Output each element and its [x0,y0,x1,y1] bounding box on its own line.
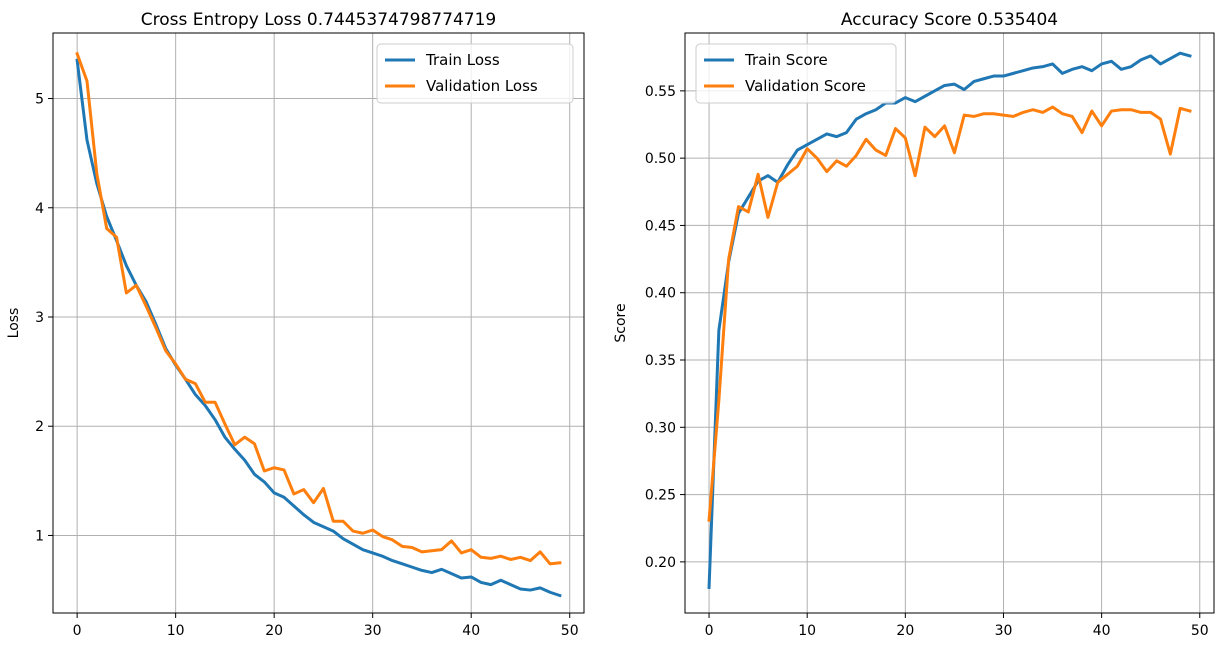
legend-label: Train Score [744,51,828,69]
legend-label: Validation Score [745,77,866,95]
x-tick-label: 10 [798,623,816,639]
x-tick-label: 40 [1093,623,1111,639]
y-tick-label: 3 [35,310,44,326]
series-line-train [75,58,562,598]
x-tick-label: 40 [462,623,480,639]
y-tick-label: 0.45 [645,218,676,234]
y-axis-label: Loss [6,308,22,339]
y-tick-label: 0.35 [645,353,676,369]
y-tick-label: 2 [35,419,44,435]
x-tick-label: 30 [364,623,382,639]
series-line-validation [75,51,562,566]
y-tick-label: 1 [35,528,44,544]
x-tick-label: 10 [167,623,185,639]
legend-box [695,43,897,104]
legend-label: Validation Loss [426,77,538,95]
y-tick-label: 0.25 [645,488,676,504]
legend: Train Loss Validation Loss [376,43,574,104]
legend-label: Train Loss [425,51,500,69]
y-tick-label: 4 [35,201,44,217]
y-tick-label: 0.30 [645,420,676,436]
series-line-validation [707,105,1192,522]
legend: Train Score Validation Score [695,43,897,104]
chart-title: Cross Entropy Loss 0.7445374798774719 [141,10,496,30]
x-tick-label: 0 [705,623,714,639]
x-tick-label: 50 [1191,623,1209,639]
legend-box [376,43,574,104]
series-line-train [707,51,1192,589]
accuracy-chart: 0 10 20 30 40 50 0.20 0.25 0.30 0.35 0.40 0.45 0.50 0… [613,10,1215,639]
y-tick-label: 0.55 [645,84,676,100]
y-tick-label: 5 [35,92,44,108]
y-axis-label: Score [613,303,629,342]
x-tick-label: 20 [265,623,283,639]
x-tick-label: 20 [896,623,914,639]
loss-chart: 0 10 20 30 40 50 1 2 3 4 5 Cross Entropy Loss 0.744… [6,10,585,639]
x-tick-label: 0 [73,623,82,639]
y-tick-label: 0.40 [645,286,676,302]
plot-frame [684,32,1215,614]
x-tick-label: 50 [561,623,579,639]
chart-title: Accuracy Score 0.535404 [841,10,1058,30]
y-tick-label: 0.50 [645,151,676,167]
plot-frame [52,32,585,614]
y-tick-label: 0.20 [645,555,676,571]
x-tick-label: 30 [995,623,1013,639]
